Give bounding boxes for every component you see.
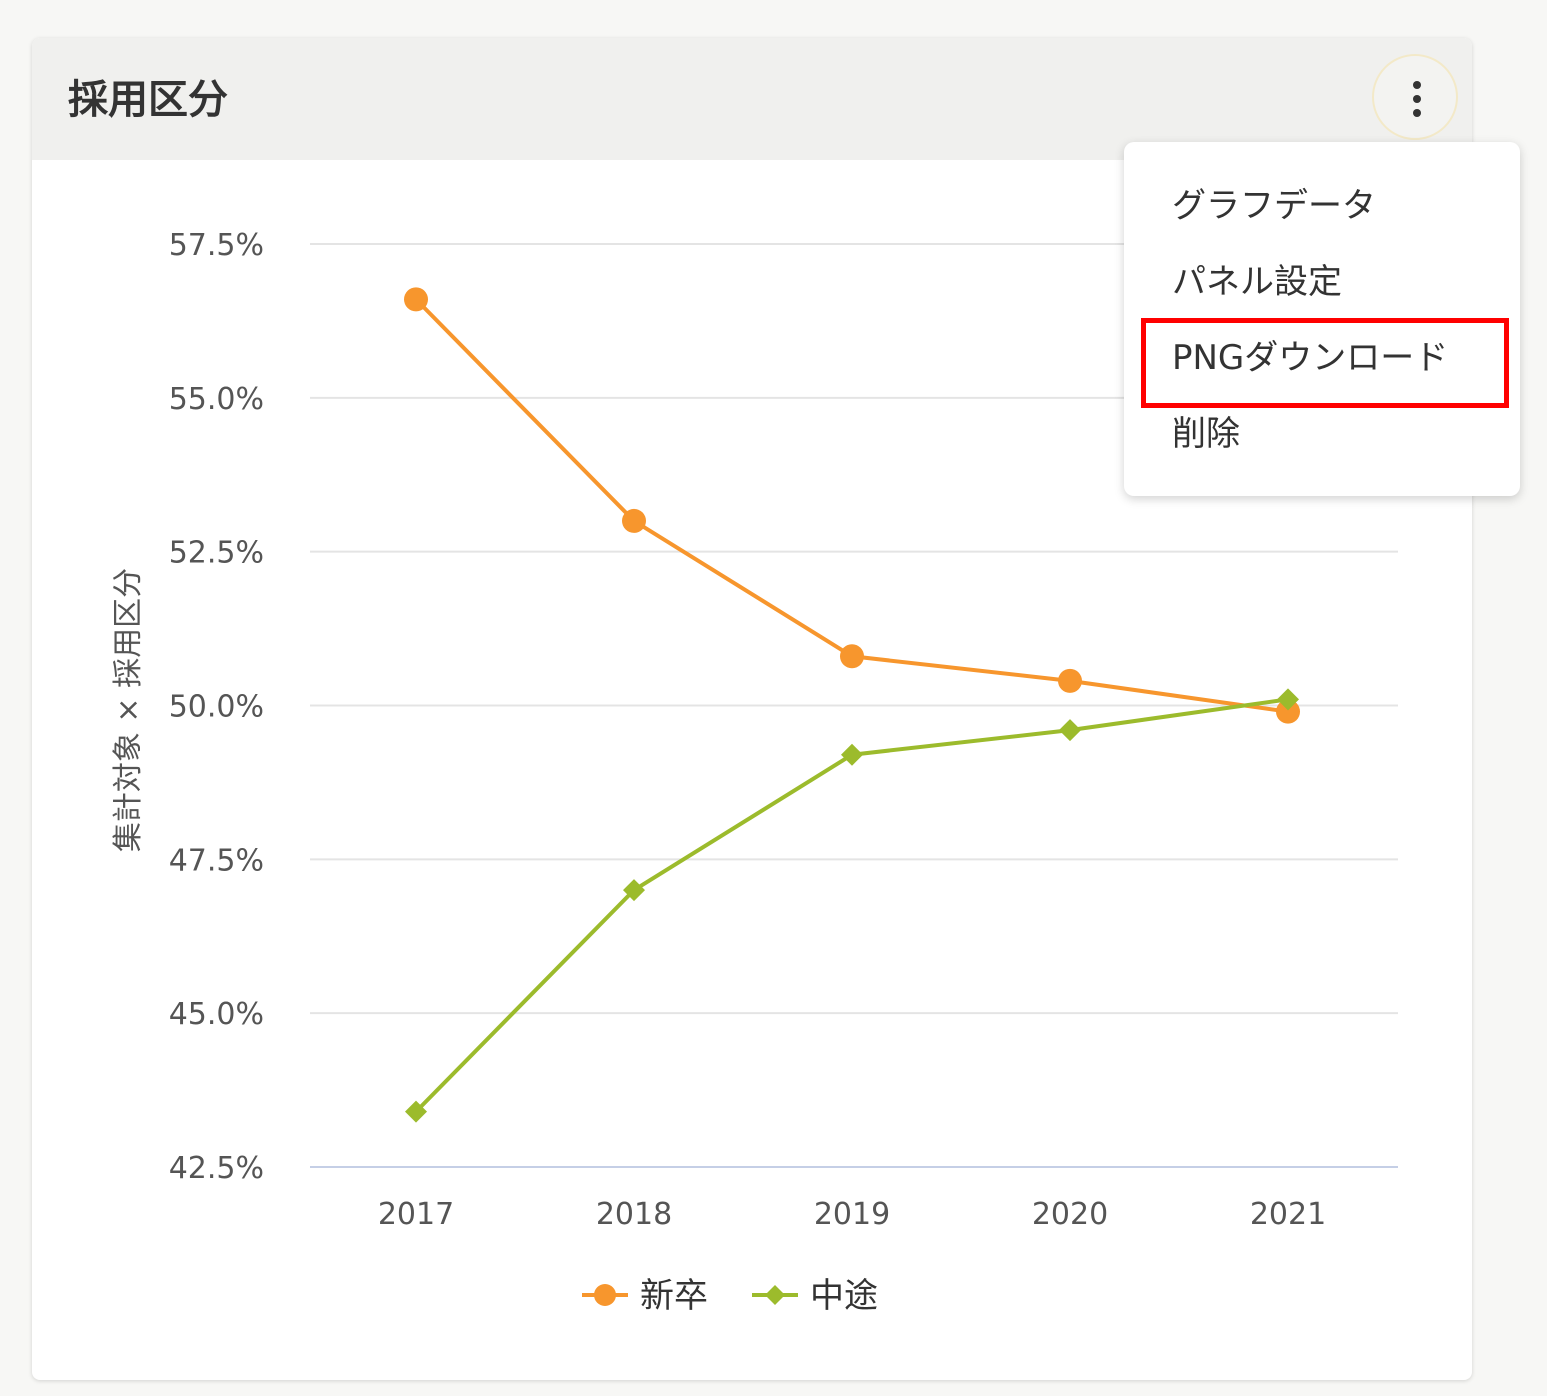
menu-item-delete[interactable]: 削除 (1172, 414, 1240, 454)
more-vert-dot (1413, 95, 1421, 103)
legend-label: 中途 (810, 1276, 878, 1316)
data-point (1276, 699, 1300, 724)
y-axis-label: 集計対象 × 採用区分 (111, 568, 146, 852)
y-tick-label: 55.0% (169, 382, 264, 417)
series (404, 287, 1300, 1123)
x-axis-ticks: 2017 2018 2019 2020 2021 (378, 1197, 1326, 1232)
y-tick-label: 50.0% (169, 690, 264, 725)
x-tick-label: 2018 (596, 1197, 672, 1232)
more-vert-dot (1413, 81, 1421, 89)
y-tick-label: 45.0% (169, 997, 264, 1032)
data-point (405, 1100, 427, 1123)
x-tick-label: 2021 (1250, 1197, 1326, 1232)
y-tick-label: 42.5% (169, 1151, 264, 1186)
x-tick-label: 2019 (814, 1197, 890, 1232)
data-point (404, 287, 428, 312)
panel-header: 採用区分 (32, 38, 1472, 160)
x-tick-label: 2020 (1032, 1197, 1108, 1232)
y-tick-label: 52.5% (169, 536, 264, 571)
legend-label: 新卒 (640, 1276, 708, 1316)
menu-item-png-download[interactable]: PNGダウンロード (1172, 338, 1449, 378)
highlight-box (1141, 318, 1509, 408)
more-vert-icon[interactable] (1372, 54, 1458, 140)
y-tick-label: 47.5% (169, 843, 264, 878)
data-point (1058, 668, 1082, 693)
more-vert-dot (1413, 109, 1421, 117)
y-axis-ticks: 57.5% 55.0% 52.5% 50.0% 47.5% 45.0% 42.5% (169, 228, 264, 1186)
data-point (623, 879, 645, 902)
data-point (1277, 688, 1299, 711)
panel-title: 採用区分 (68, 77, 228, 123)
menu-item-panel-settings[interactable]: パネル設定 (1172, 262, 1342, 302)
x-tick-label: 2017 (378, 1197, 454, 1232)
line-chart: 57.5% 55.0% 52.5% 50.0% 47.5% 45.0% 42.5% 集計対象… (111, 228, 1398, 1316)
data-point (840, 644, 864, 669)
data-point (841, 743, 863, 766)
legend-marker (765, 1285, 785, 1305)
legend-marker (594, 1284, 616, 1306)
data-point (1059, 719, 1081, 742)
legend: 新卒 中途 (582, 1276, 878, 1316)
y-tick-label: 57.5% (169, 228, 264, 263)
menu-item-graph-data[interactable]: グラフデータ (1172, 186, 1376, 226)
data-point (622, 508, 646, 533)
